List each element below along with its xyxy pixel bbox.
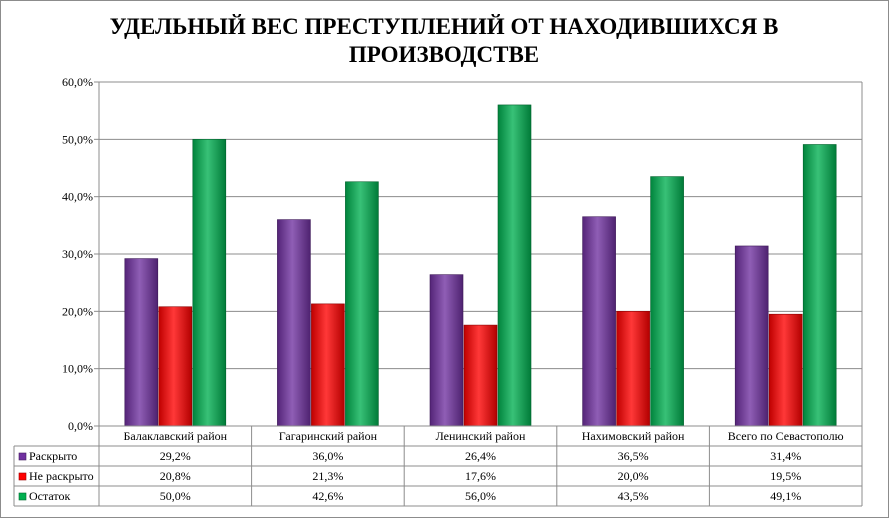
bar-ne-raskryto	[463, 324, 498, 427]
chart-title-line-1: УДЕЛЬНЫЙ ВЕС ПРЕСТУПЛЕНИЙ ОТ НАХОДИВШИХС…	[110, 14, 779, 39]
bar-raskryto	[582, 216, 616, 427]
bar-ostatok	[345, 181, 379, 427]
table-cell-value: 20,0%	[618, 469, 649, 483]
table-cell-value: 26,4%	[465, 449, 496, 463]
y-tick-label: 30,0%	[62, 247, 93, 261]
table-cell-value: 36,0%	[312, 449, 343, 463]
table-cell-value: 49,1%	[770, 489, 801, 503]
bar-ne-raskryto	[768, 313, 803, 427]
table-cell-value: 17,6%	[465, 469, 496, 483]
legend-swatch	[18, 452, 27, 461]
legend-swatch	[18, 472, 27, 481]
category-label: Гагаринский район	[279, 429, 378, 443]
legend-label: Не раскрыто	[29, 469, 94, 483]
bars	[124, 104, 837, 427]
data-table: Балаклавский район Гагаринский район Ленин…	[13, 425, 863, 507]
table-cell-value: 21,3%	[312, 469, 343, 483]
y-tick-label: 50,0%	[62, 132, 93, 146]
category-label: Ленинский район	[436, 429, 526, 443]
bar-ostatok	[650, 176, 684, 427]
y-tick-label: 40,0%	[62, 190, 93, 204]
bar-ne-raskryto	[158, 306, 193, 427]
bar-ostatok	[802, 144, 837, 427]
table-cell-value: 56,0%	[465, 489, 496, 503]
table-cell-value: 50,0%	[160, 489, 191, 503]
bar-raskryto	[124, 258, 159, 427]
table-cell-value: 43,5%	[618, 489, 649, 503]
legend-label: Раскрыто	[29, 449, 77, 463]
table-cell-value: 31,4%	[770, 449, 801, 463]
table-cell-value: 36,5%	[618, 449, 649, 463]
bar-ne-raskryto	[311, 303, 345, 427]
legend-swatch	[18, 492, 27, 501]
bar-raskryto	[429, 274, 464, 427]
legend-label: Остаток	[29, 489, 70, 503]
category-label: Балаклавский район	[124, 429, 228, 443]
category-label: Всего по Севастополю	[728, 429, 844, 443]
chart-title: УДЕЛЬНЫЙ ВЕС ПРЕСТУПЛЕНИЙ ОТ НАХОДИВШИХС…	[110, 14, 779, 67]
y-tick-label: 0,0%	[68, 419, 93, 433]
bar-raskryto	[734, 245, 769, 427]
table-cell-value: 29,2%	[160, 449, 191, 463]
category-label: Нахимовский район	[582, 429, 685, 443]
table-cell-value: 19,5%	[770, 469, 801, 483]
table-cell-value: 42,6%	[312, 489, 343, 503]
bar-ne-raskryto	[616, 311, 650, 427]
chart-title-line-2: ПРОИЗВОДСТВЕ	[349, 42, 539, 67]
bar-raskryto	[277, 219, 311, 427]
y-axis-ticks: 0,0% 10,0% 20,0% 30,0% 40,0% 50,0% 60,0%	[62, 75, 93, 433]
table-cell-value: 20,8%	[160, 469, 191, 483]
y-tick-label: 20,0%	[62, 304, 93, 318]
bar-ostatok	[192, 139, 227, 427]
y-tick-label: 60,0%	[62, 75, 93, 89]
y-tick-label: 10,0%	[62, 362, 93, 376]
bar-ostatok	[497, 104, 532, 427]
